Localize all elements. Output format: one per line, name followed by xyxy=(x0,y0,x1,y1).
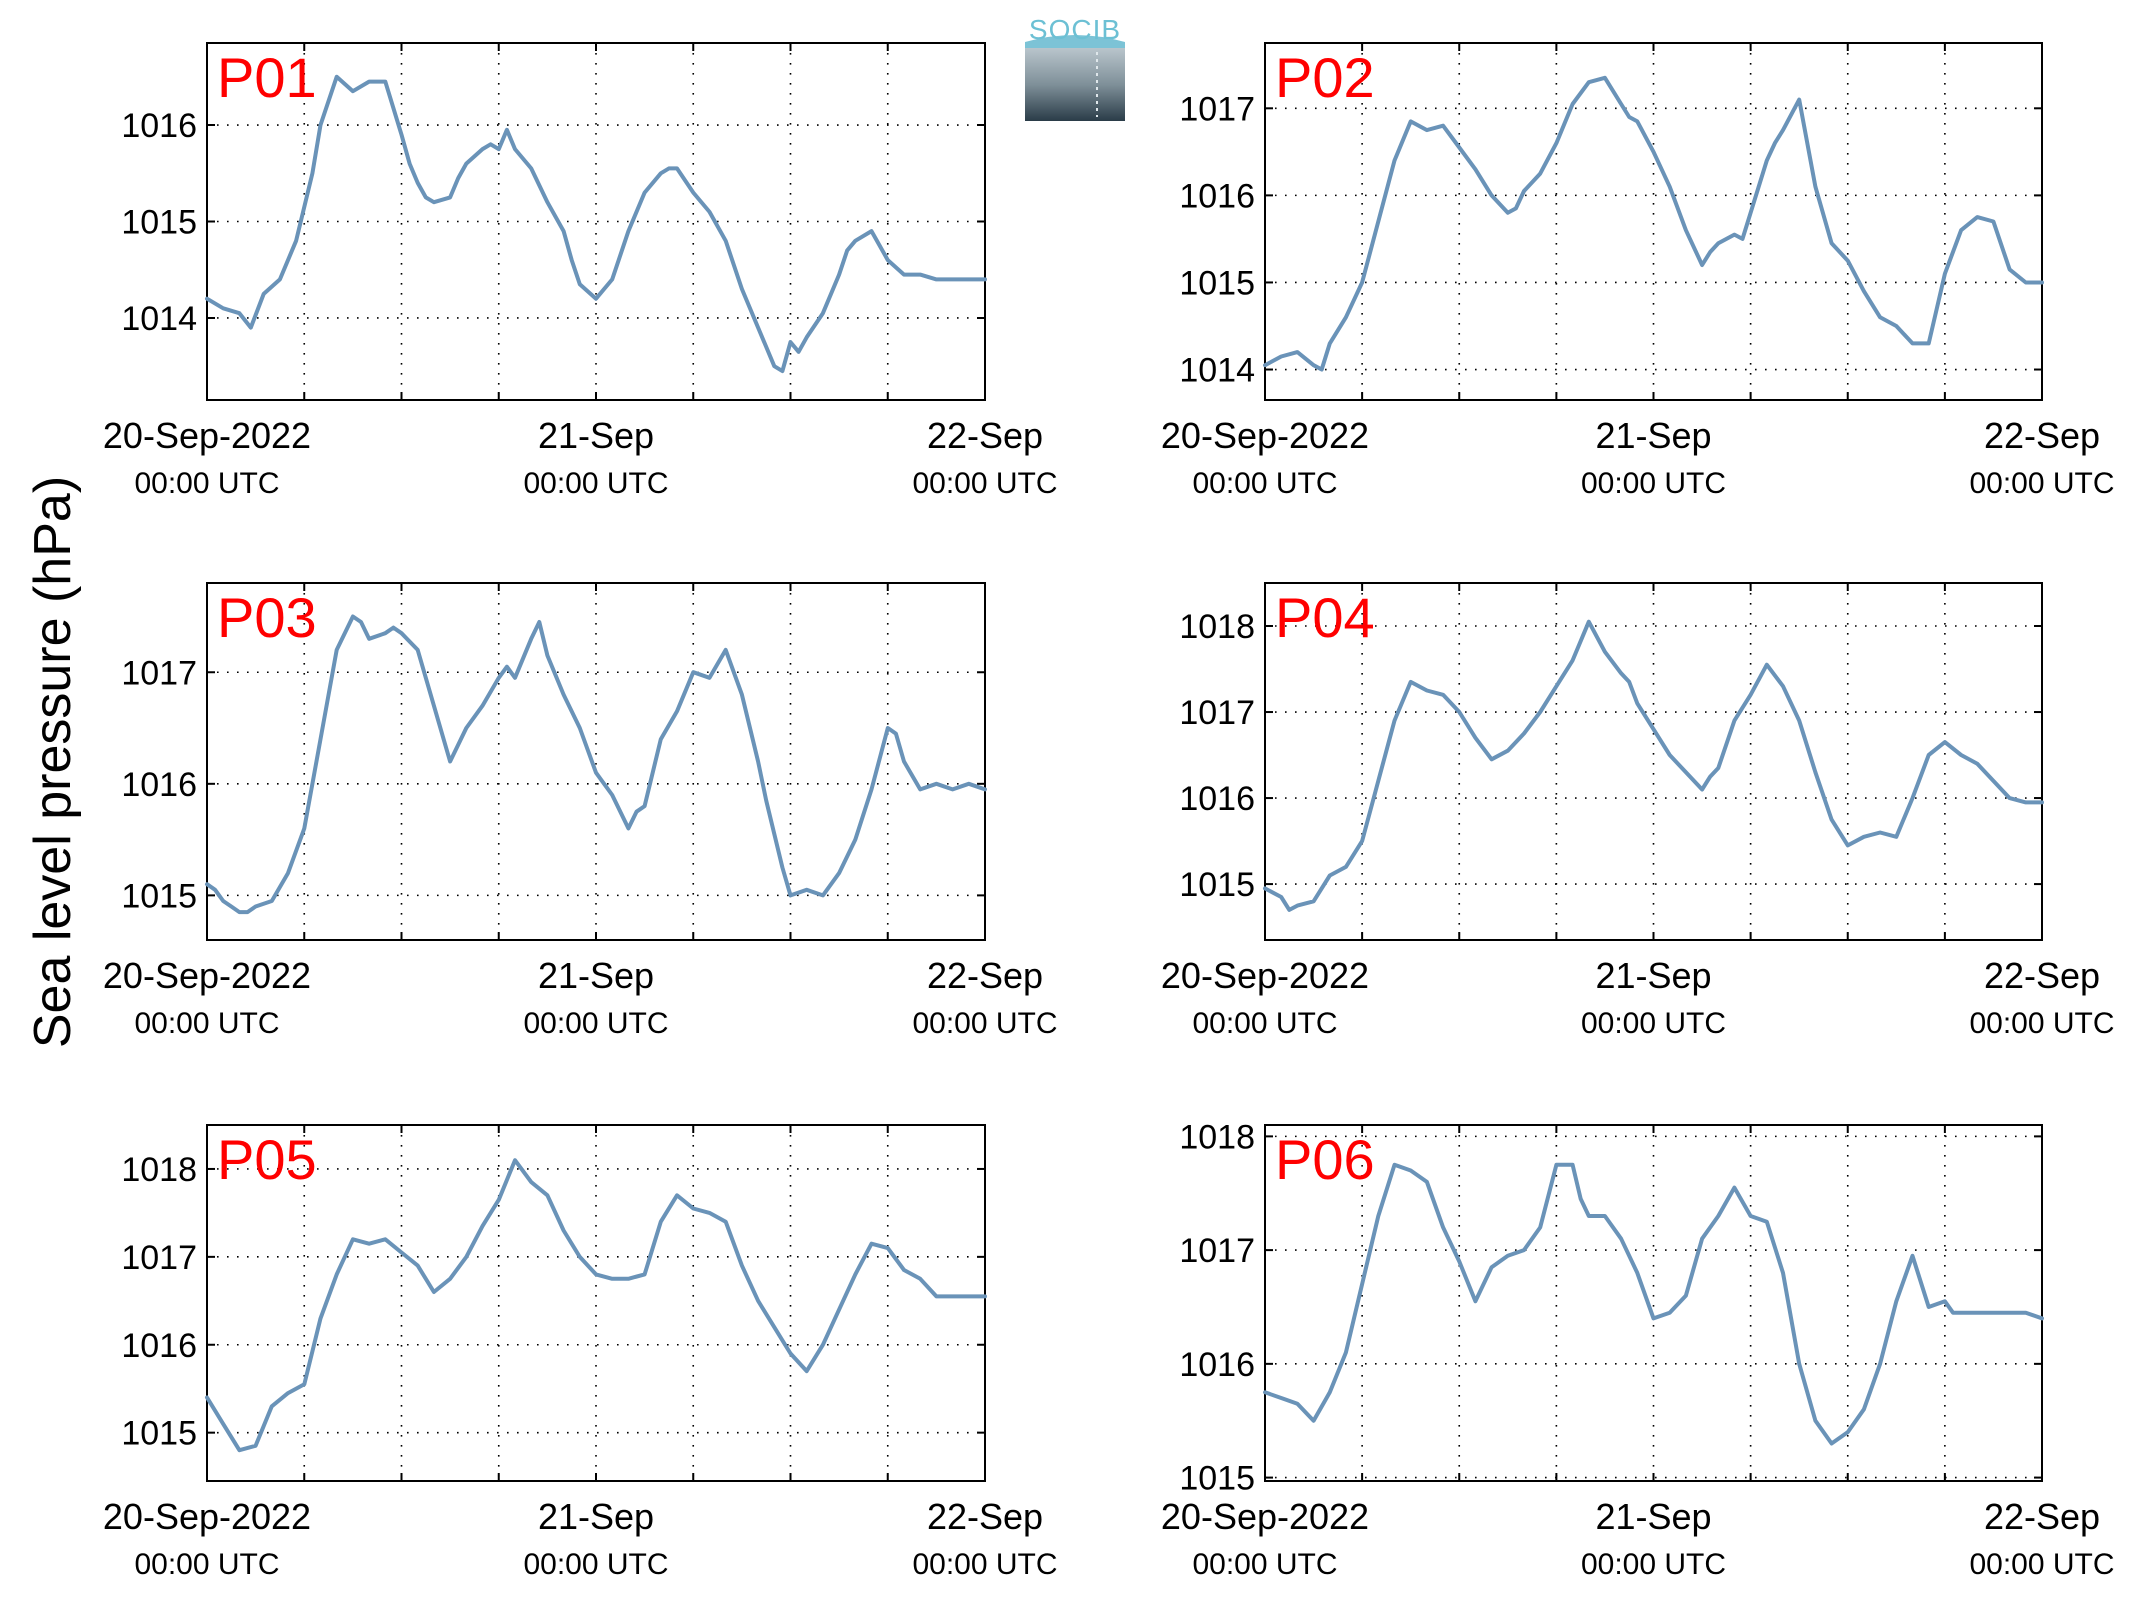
y-tick-label: 1014 xyxy=(121,300,197,338)
panel-label: P04 xyxy=(1275,586,1375,649)
x-tick-sublabel: 00:00 UTC xyxy=(1969,1548,2114,1581)
x-tick-sublabel: 00:00 UTC xyxy=(1969,467,2114,500)
panels: 1014 1015 1016 20-Sep-2022 00:00 UTC 21-Sep 00… xyxy=(103,42,2115,1581)
panel-label: P06 xyxy=(1275,1128,1375,1191)
panel-p03: 1015 1016 1017 20-Sep-2022 00:00 UTC 21-Sep 00… xyxy=(103,582,1058,1040)
y-tick-label: 1018 xyxy=(1179,1118,1255,1156)
panel-p06: 1015 1016 1017 1018 20-Sep-2022 00:00 UTC 21-S… xyxy=(1161,1118,2115,1581)
panel-label: P01 xyxy=(217,46,317,109)
x-tick-sublabel: 00:00 UTC xyxy=(912,1548,1057,1581)
y-tick-label: 1017 xyxy=(121,654,197,692)
series-line xyxy=(205,74,987,374)
x-tick-sublabel: 00:00 UTC xyxy=(1192,1548,1337,1581)
panel-p05: 1015 1016 1017 1018 20-Sep-2022 00:00 UTC 21-S… xyxy=(103,1124,1058,1581)
y-tick-label: 1016 xyxy=(121,1327,197,1365)
panel-label: P03 xyxy=(217,586,317,649)
x-tick-sublabel: 00:00 UTC xyxy=(912,467,1057,500)
x-tick-label: 21-Sep xyxy=(1595,1496,1711,1537)
x-tick-label: 20-Sep-2022 xyxy=(103,415,311,456)
panel-p01: 1014 1015 1016 20-Sep-2022 00:00 UTC 21-Sep 00… xyxy=(103,42,1058,500)
x-tick-sublabel: 00:00 UTC xyxy=(1192,467,1337,500)
y-tick-label: 1017 xyxy=(1179,694,1255,732)
x-tick-label: 22-Sep xyxy=(1984,415,2100,456)
x-tick-sublabel: 00:00 UTC xyxy=(523,1007,668,1040)
y-tick-label: 1015 xyxy=(1179,866,1255,904)
x-tick-sublabel: 00:00 UTC xyxy=(523,467,668,500)
x-tick-sublabel: 00:00 UTC xyxy=(1581,467,1726,500)
x-tick-label: 20-Sep-2022 xyxy=(1161,955,1369,996)
y-tick-label: 1018 xyxy=(121,1151,197,1189)
x-tick-label: 21-Sep xyxy=(538,955,654,996)
series-line xyxy=(1263,1162,2044,1446)
x-tick-sublabel: 00:00 UTC xyxy=(134,1548,279,1581)
x-tick-label: 22-Sep xyxy=(927,1496,1043,1537)
series-line xyxy=(1263,619,2044,912)
y-tick-label: 1016 xyxy=(1179,1346,1255,1384)
y-tick-label: 1016 xyxy=(121,107,197,145)
x-tick-label: 20-Sep-2022 xyxy=(103,955,311,996)
x-tick-sublabel: 00:00 UTC xyxy=(1581,1548,1726,1581)
y-tick-label: 1016 xyxy=(1179,780,1255,818)
y-tick-label: 1015 xyxy=(121,877,197,915)
x-tick-label: 22-Sep xyxy=(1984,1496,2100,1537)
y-tick-label: 1014 xyxy=(1179,352,1255,390)
panel-label: P05 xyxy=(217,1128,317,1191)
x-tick-sublabel: 00:00 UTC xyxy=(134,467,279,500)
x-tick-label: 20-Sep-2022 xyxy=(103,1496,311,1537)
x-tick-label: 22-Sep xyxy=(927,415,1043,456)
y-tick-label: 1017 xyxy=(1179,1232,1255,1270)
panel-label: P02 xyxy=(1275,46,1375,109)
x-tick-sublabel: 00:00 UTC xyxy=(523,1548,668,1581)
x-tick-label: 22-Sep xyxy=(927,955,1043,996)
x-tick-label: 21-Sep xyxy=(1595,415,1711,456)
x-tick-sublabel: 00:00 UTC xyxy=(1581,1007,1726,1040)
x-tick-label: 20-Sep-2022 xyxy=(1161,415,1369,456)
x-tick-sublabel: 00:00 UTC xyxy=(134,1007,279,1040)
axes-frame xyxy=(1264,42,2043,401)
x-tick-label: 22-Sep xyxy=(1984,955,2100,996)
x-tick-label: 21-Sep xyxy=(538,1496,654,1537)
socib-logo: SOCIB xyxy=(1025,12,1125,121)
y-tick-label: 1016 xyxy=(1179,177,1255,215)
x-tick-sublabel: 00:00 UTC xyxy=(1969,1007,2114,1040)
y-tick-label: 1015 xyxy=(1179,264,1255,302)
y-tick-label: 1015 xyxy=(121,204,197,242)
axes-frame xyxy=(206,582,986,941)
panel-p02: 1014 1015 1016 1017 20-Sep-2022 00:00 UTC 21-S… xyxy=(1161,42,2115,500)
panel-p04: 1015 1016 1017 1018 20-Sep-2022 00:00 UTC 21-S… xyxy=(1161,582,2115,1040)
y-tick-label: 1017 xyxy=(121,1239,197,1277)
series-line xyxy=(205,614,987,915)
axes-frame xyxy=(206,1124,986,1482)
x-tick-sublabel: 00:00 UTC xyxy=(1192,1007,1337,1040)
series-line xyxy=(205,1158,987,1453)
y-tick-label: 1017 xyxy=(1179,90,1255,128)
x-tick-sublabel: 00:00 UTC xyxy=(912,1007,1057,1040)
y-tick-label: 1015 xyxy=(1179,1460,1255,1498)
y-tick-label: 1016 xyxy=(121,766,197,804)
socib-logo-text: SOCIB xyxy=(1029,14,1121,45)
y-axis-label: Sea level pressure (hPa) xyxy=(24,476,82,1048)
x-tick-label: 21-Sep xyxy=(538,415,654,456)
series-line xyxy=(1263,75,2044,372)
x-tick-label: 21-Sep xyxy=(1595,955,1711,996)
x-tick-label: 20-Sep-2022 xyxy=(1161,1496,1369,1537)
socib-logo-graphic: SOCIB xyxy=(1025,14,1125,121)
y-tick-label: 1018 xyxy=(1179,608,1255,646)
y-tick-label: 1015 xyxy=(121,1415,197,1453)
